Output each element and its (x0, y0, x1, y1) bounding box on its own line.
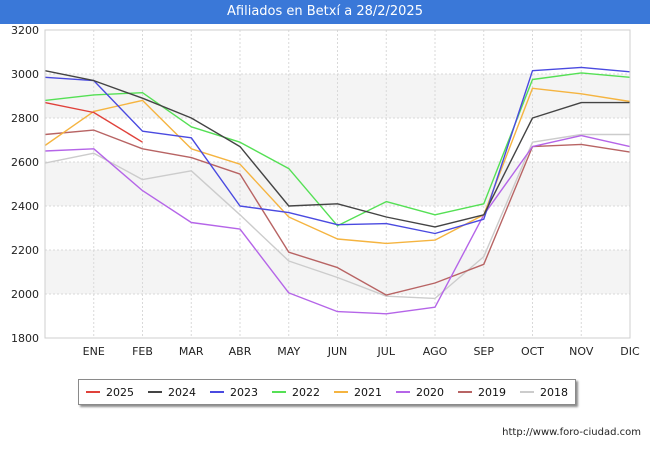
x-tick-label: ENE (83, 345, 105, 358)
x-tick-label: SEP (473, 345, 494, 358)
x-tick-label: ABR (229, 345, 252, 358)
legend: 2025 2024 2023 2022 2021 2020 2019 2018 (78, 379, 576, 405)
y-tick-label: 2000 (11, 288, 39, 301)
legend-label: 2024 (168, 385, 196, 399)
series-line-2020 (44, 134, 631, 315)
legend-item-2025: 2025 (86, 386, 134, 399)
legend-item-2020: 2020 (396, 386, 444, 399)
legend-label: 2025 (106, 385, 134, 399)
y-tick-label: 2400 (11, 200, 39, 213)
x-tick-label: NOV (569, 345, 594, 358)
x-tick-labels: ENE FEB MAR ABR MAY JUN JUL AGO SEP OCT NOV DIC (83, 345, 640, 358)
legend-label: 2021 (354, 385, 382, 399)
y-tick-label: 2600 (11, 156, 39, 169)
axes (44, 29, 631, 339)
legend-item-2018: 2018 (520, 386, 568, 399)
x-tick-label: FEB (132, 345, 153, 358)
legend-label: 2023 (230, 385, 258, 399)
plot-frame (44, 29, 631, 339)
x-tick-label: MAR (179, 345, 204, 358)
y-tick-label: 3200 (11, 24, 39, 37)
x-tick-label: OCT (521, 345, 544, 358)
series-line-2021 (44, 87, 631, 245)
series-line-2018 (44, 133, 630, 300)
legend-swatch (86, 391, 100, 393)
legend-item-2019: 2019 (458, 386, 506, 399)
legend-label: 2020 (416, 385, 444, 399)
legend-swatch (458, 391, 472, 393)
x-tick-label: MAY (277, 345, 300, 358)
legend-label: 2019 (478, 385, 506, 399)
legend-item-2021: 2021 (334, 386, 382, 399)
series-layer (44, 66, 631, 315)
x-tick-label: AGO (423, 345, 448, 358)
y-tick-label: 2200 (11, 244, 39, 257)
legend-swatch (148, 391, 162, 393)
legend-item-2024: 2024 (148, 386, 196, 399)
legend-swatch (272, 391, 286, 393)
y-tick-label: 1800 (11, 332, 39, 345)
series-line-2023 (44, 66, 631, 235)
series-line-2022 (44, 72, 631, 227)
x-tick-label: DIC (620, 345, 640, 358)
series-line-2024 (44, 70, 630, 228)
x-tick-label: JUN (327, 345, 348, 358)
y-tick-labels: 1800 2000 2200 2400 2600 2800 3000 3200 (11, 24, 39, 345)
y-tick-label: 3000 (11, 68, 39, 81)
legend-swatch (210, 391, 224, 393)
legend-label: 2018 (540, 385, 568, 399)
legend-item-2023: 2023 (210, 386, 258, 399)
legend-swatch (334, 391, 348, 393)
legend-swatch (520, 391, 534, 393)
x-tick-label: JUL (377, 345, 396, 358)
y-tick-label: 2800 (11, 112, 39, 125)
legend-label: 2022 (292, 385, 320, 399)
series-line-2025 (44, 101, 143, 143)
source-url: http://www.foro-ciudad.com (502, 427, 641, 438)
legend-swatch (396, 391, 410, 393)
legend-item-2022: 2022 (272, 386, 320, 399)
chart-title: Afiliados en Betxí a 28/2/2025 (0, 0, 650, 24)
